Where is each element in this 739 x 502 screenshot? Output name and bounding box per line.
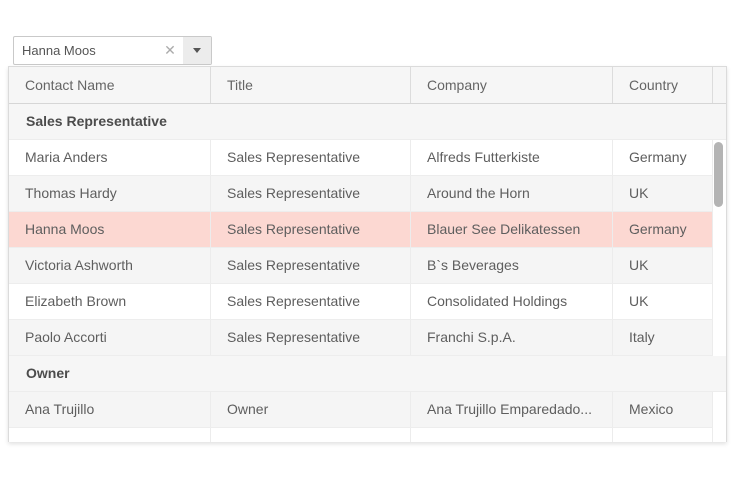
table-row[interactable]: Thomas Hardy Sales Representative Around t… [9, 176, 713, 212]
vertical-scrollbar-thumb[interactable] [714, 142, 723, 207]
cell-country [613, 428, 713, 442]
cell-company: Alfreds Futterkiste [411, 140, 613, 175]
cell-contact: Victoria Ashworth [9, 248, 211, 283]
table-row[interactable]: Paolo Accorti Sales Representative Franchi… [9, 320, 713, 356]
cell-contact [9, 428, 211, 442]
cell-country: UK [613, 176, 713, 211]
table-row[interactable]: Ana Trujillo Owner Ana Trujillo Emparedado… [9, 392, 713, 428]
cell-country: UK [613, 248, 713, 283]
cell-country: Germany [613, 140, 713, 175]
clear-icon[interactable]: ✕ [164, 42, 176, 58]
cell-company: Blauer See Delikatessen [411, 212, 613, 247]
cell-title: Sales Representative [211, 140, 411, 175]
column-header-company[interactable]: Company [411, 67, 613, 103]
cell-contact: Maria Anders [9, 140, 211, 175]
grid-body: Sales Representative Maria Anders Sales Re… [9, 104, 726, 442]
table-row[interactable]: Maria Anders Sales Representative Alfreds … [9, 140, 713, 176]
cell-company: Franchi S.p.A. [411, 320, 613, 355]
column-header-title[interactable]: Title [211, 67, 411, 103]
cell-title: Sales Representative [211, 212, 411, 247]
cell-title [211, 428, 411, 442]
combobox-input[interactable]: Hanna Moos [22, 43, 96, 58]
cell-country: Germany [613, 212, 713, 247]
cell-country: UK [613, 284, 713, 319]
group-header-row: Sales Representative [9, 104, 726, 140]
cell-company: Consolidated Holdings [411, 284, 613, 319]
chevron-down-icon [193, 48, 201, 53]
contacts-grid: Contact Name Title Company Country Sales… [8, 66, 727, 442]
cell-title: Sales Representative [211, 176, 411, 211]
cell-contact: Hanna Moos [9, 212, 211, 247]
column-header-contact-name[interactable]: Contact Name [9, 67, 211, 103]
table-row[interactable] [9, 428, 713, 442]
cell-country: Mexico [613, 392, 713, 427]
cell-company [411, 428, 613, 442]
table-row[interactable]: Elizabeth Brown Sales Representative Conso… [9, 284, 713, 320]
grid-header-row: Contact Name Title Company Country [9, 67, 726, 104]
cell-title: Sales Representative [211, 248, 411, 283]
cell-country: Italy [613, 320, 713, 355]
cell-company: Ana Trujillo Emparedado... [411, 392, 613, 427]
cell-contact: Ana Trujillo [9, 392, 211, 427]
header-scrollbar-gutter [713, 67, 726, 103]
table-row[interactable]: Victoria Ashworth Sales Representative B`s… [9, 248, 713, 284]
cell-company: B`s Beverages [411, 248, 613, 283]
group-header-row: Owner [9, 356, 726, 392]
cell-company: Around the Horn [411, 176, 613, 211]
cell-title: Owner [211, 392, 411, 427]
column-header-country[interactable]: Country [613, 67, 713, 103]
dropdown-button[interactable] [183, 37, 211, 64]
cell-title: Sales Representative [211, 284, 411, 319]
cell-contact: Elizabeth Brown [9, 284, 211, 319]
table-row[interactable]: Hanna Moos Sales Representative Blauer See… [9, 212, 713, 248]
contact-combobox[interactable]: Hanna Moos ✕ [13, 36, 212, 65]
cell-contact: Thomas Hardy [9, 176, 211, 211]
cell-title: Sales Representative [211, 320, 411, 355]
cell-contact: Paolo Accorti [9, 320, 211, 355]
